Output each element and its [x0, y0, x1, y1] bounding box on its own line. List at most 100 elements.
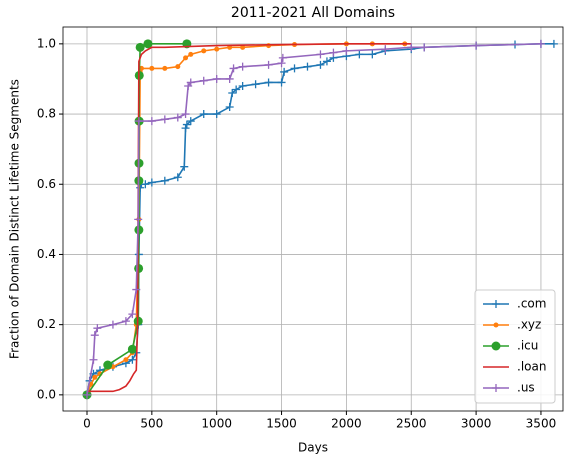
- marker: [143, 39, 153, 49]
- marker: [135, 42, 145, 52]
- marker: [549, 39, 558, 48]
- marker: [186, 78, 195, 87]
- marker: [407, 43, 416, 52]
- marker: [108, 320, 117, 329]
- marker: [493, 322, 499, 328]
- marker: [329, 48, 338, 57]
- marker: [316, 60, 325, 69]
- marker: [183, 55, 189, 61]
- marker: [225, 74, 234, 83]
- x-tick-label: 0: [83, 417, 91, 431]
- marker: [492, 300, 500, 308]
- marker: [199, 110, 208, 119]
- marker: [232, 85, 241, 94]
- x-tick-label: 2500: [396, 417, 427, 431]
- marker: [199, 76, 208, 85]
- marker: [182, 120, 191, 129]
- marker: [132, 285, 141, 294]
- marker: [175, 64, 181, 70]
- y-tick-label: 0.2: [37, 317, 56, 331]
- chart-title: 2011-2021 All Domains: [231, 5, 395, 21]
- marker: [123, 357, 129, 363]
- marker: [128, 310, 137, 319]
- y-tick-label: 0.4: [37, 247, 56, 261]
- marker: [355, 50, 364, 59]
- marker: [149, 65, 155, 71]
- legend: .com .xyz .icu .loan .us: [474, 289, 556, 404]
- marker: [188, 51, 194, 57]
- marker: [212, 110, 221, 119]
- y-tick-label: 0.0: [37, 387, 56, 401]
- marker: [173, 113, 182, 122]
- marker: [228, 88, 237, 97]
- marker: [212, 74, 221, 83]
- marker: [147, 117, 156, 126]
- marker: [162, 65, 168, 71]
- marker: [93, 324, 102, 333]
- marker: [89, 355, 98, 364]
- marker: [90, 331, 99, 340]
- marker: [492, 384, 500, 392]
- marker: [303, 62, 312, 71]
- marker: [491, 341, 501, 351]
- y-tick-label: 0.8: [37, 107, 56, 121]
- series-line: [86, 43, 412, 393]
- marker: [322, 57, 331, 66]
- marker: [251, 80, 260, 89]
- x-tick-label: 3500: [526, 417, 557, 431]
- marker: [181, 110, 190, 119]
- y-tick-label: 1.0: [37, 36, 56, 50]
- marker: [290, 64, 299, 73]
- marker: [127, 344, 137, 354]
- marker: [278, 53, 287, 62]
- x-axis-label: Days: [298, 441, 328, 455]
- x-tick-label: 500: [140, 417, 163, 431]
- series-line: [86, 43, 541, 395]
- marker: [141, 180, 150, 189]
- marker: [536, 39, 545, 48]
- marker: [238, 62, 247, 71]
- y-tick-label: 0.6: [37, 177, 56, 191]
- marker: [342, 46, 351, 55]
- legend-label: .icu: [517, 339, 538, 353]
- marker: [180, 162, 189, 171]
- marker: [277, 78, 286, 87]
- marker: [238, 81, 247, 90]
- marker: [173, 173, 182, 182]
- marker: [134, 215, 143, 224]
- marker: [420, 43, 429, 52]
- x-tick-label: 1000: [201, 417, 232, 431]
- x-tick-label: 2000: [331, 417, 362, 431]
- marker: [277, 59, 286, 68]
- marker: [121, 317, 130, 326]
- marker: [82, 390, 91, 399]
- marker: [186, 117, 195, 126]
- legend-label: .us: [517, 381, 535, 395]
- marker: [280, 67, 289, 76]
- marker: [201, 48, 207, 54]
- marker: [147, 178, 156, 187]
- marker: [266, 43, 272, 49]
- marker: [103, 360, 113, 370]
- marker: [134, 225, 144, 235]
- marker: [229, 64, 238, 73]
- y-axis-label: Fraction of Domain Distinct Lifetime Seg…: [8, 79, 22, 359]
- marker: [181, 124, 190, 133]
- marker: [264, 78, 273, 87]
- marker: [240, 44, 246, 50]
- marker: [160, 115, 169, 124]
- marker: [264, 60, 273, 69]
- legend-label: .xyz: [517, 318, 541, 332]
- legend-label: .com: [517, 297, 546, 311]
- marker: [92, 374, 98, 380]
- legend-box: [474, 289, 556, 404]
- marker: [214, 46, 220, 52]
- marker: [381, 45, 390, 54]
- marker: [368, 50, 377, 59]
- marker: [134, 117, 143, 126]
- marker: [472, 41, 481, 50]
- marker: [160, 176, 169, 185]
- x-tick-label: 3000: [461, 417, 492, 431]
- marker: [316, 50, 325, 59]
